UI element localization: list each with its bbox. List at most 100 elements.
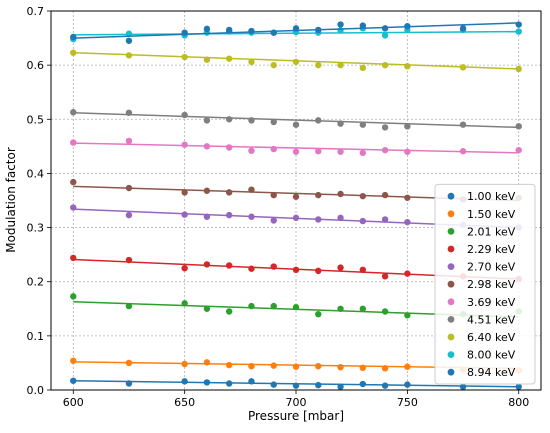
data-point [225,55,233,62]
data-point [225,116,233,123]
data-point [70,178,77,186]
legend-label: 2.29 keV [467,243,516,256]
data-point [292,58,300,66]
data-point [70,109,77,116]
data-point [292,303,300,311]
y-tick-label: 0.2 [27,276,45,289]
data-point [270,217,277,224]
data-point [404,312,411,319]
legend-label: 1.00 keV [467,190,516,203]
data-point [70,293,77,300]
y-tick-label: 0.4 [27,167,45,180]
data-point [70,33,77,41]
data-point [225,262,233,269]
data-point [404,363,411,370]
legend-label: 3.69 keV [467,296,516,309]
data-point [404,22,411,30]
data-point [270,302,277,310]
data-point [70,357,77,364]
data-point [404,148,411,155]
series-group [70,49,522,73]
data-point [404,381,411,388]
legend-marker [447,192,455,200]
legend-marker [447,280,455,288]
data-point [292,25,300,32]
data-point [359,149,367,157]
data-point [248,265,255,272]
data-point [292,266,300,274]
data-point [359,121,367,128]
data-point [70,254,77,262]
y-tick-label: 0.3 [27,222,45,235]
data-point [203,56,211,63]
data-point [181,264,188,272]
data-point [248,58,255,66]
data-point [248,302,255,310]
data-point [203,379,211,386]
legend-label: 2.98 keV [467,278,516,291]
data-point [125,211,133,219]
data-point [359,364,367,372]
data-point [315,267,322,275]
data-point [292,193,300,200]
data-point [225,144,233,151]
data-point [381,61,389,69]
data-point [381,308,389,315]
data-point [292,382,300,389]
series-group [70,137,522,157]
data-point [337,190,344,198]
data-point [181,189,188,196]
y-tick-label: 0.1 [27,330,45,343]
data-point [125,52,133,59]
data-point [315,61,322,69]
legend-label: 6.40 keV [467,331,516,344]
legend: 1.00 keV 1.50 keV 2.01 keV 2.29 keV 2.70 keV… [434,183,536,385]
data-point [515,383,522,390]
legend-marker [447,228,455,235]
data-point [125,137,133,145]
data-point [337,364,344,371]
data-point [381,216,389,223]
data-point [270,61,277,69]
data-point [337,21,344,28]
y-tick-label: 0.5 [27,113,45,126]
data-point [270,118,277,126]
data-point [203,143,211,150]
data-point [225,26,233,34]
legend-label: 1.50 keV [467,208,516,221]
data-point [248,27,255,35]
data-point [203,213,211,220]
data-point [125,302,133,310]
data-point [181,111,188,119]
data-point [359,305,367,312]
data-point [70,377,77,384]
legend-marker [447,263,455,270]
fit-line [73,112,519,129]
axis-ticks: 600 650 700 750 800 0.0 0.1 0.2 0.3 0.4 0.5 0.6 0.7 [27,5,530,409]
data-point [248,117,255,124]
data-point [203,117,211,124]
legend-label: 2.70 keV [467,261,516,274]
data-point [203,261,211,268]
data-point [459,64,467,71]
data-point [225,380,233,387]
data-point [381,191,389,199]
data-point [459,148,467,155]
data-point [515,123,522,130]
data-point [337,383,344,390]
data-point [225,308,233,315]
data-point [292,214,300,222]
data-point [292,148,300,155]
data-point [70,49,77,56]
data-point [337,264,344,271]
data-point [404,218,411,226]
data-point [181,211,188,218]
legend-marker [447,316,455,323]
data-point [248,378,255,385]
data-point [515,65,522,73]
data-point [125,359,133,367]
data-point [270,145,277,153]
data-point [70,204,77,211]
data-point [225,361,233,369]
